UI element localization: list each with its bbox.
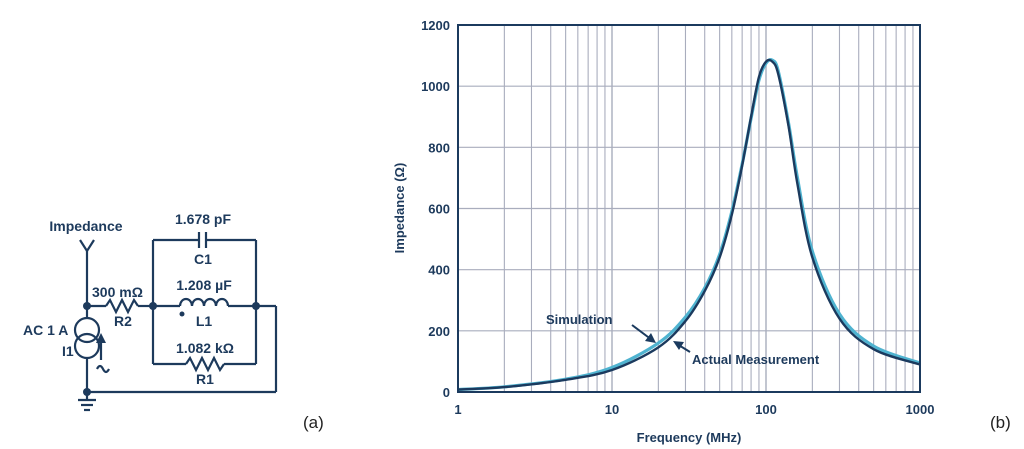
- r2-resistor: [105, 297, 139, 315]
- current-source-upper-circle: [73, 316, 101, 344]
- r2-value: 300 mΩ: [92, 284, 143, 300]
- y-tick-label: 800: [428, 140, 450, 155]
- y-tick-label: 200: [428, 324, 450, 339]
- source-arrow-head: [96, 333, 106, 343]
- y-tick-label: 400: [428, 263, 450, 278]
- node-dot-tank-left: [149, 302, 157, 310]
- x-tick-label: 1: [454, 402, 461, 417]
- y-tick-label: 600: [428, 202, 450, 217]
- current-source-lower-circle: [73, 332, 101, 360]
- x-tick-label: 1000: [906, 402, 935, 417]
- simulation-arrow-head: [645, 333, 656, 343]
- r1-value: 1.082 kΩ: [176, 340, 234, 356]
- y-tick-labels: 0 200 400 600 800 1000 1200: [421, 18, 450, 400]
- circuit-fills: [83, 302, 260, 396]
- output-terminal-symbol: [79, 239, 95, 254]
- panel-label-b: (b): [990, 413, 1011, 432]
- chart-series: [457, 58, 921, 392]
- l1-name: L1: [196, 313, 213, 329]
- y-tick-label: 1200: [421, 18, 450, 33]
- node-dot-left: [83, 302, 91, 310]
- source-name: I1: [62, 343, 74, 359]
- x-axis-label: Frequency (MHz): [637, 430, 742, 445]
- r2-name: R2: [114, 313, 132, 329]
- l1-value: 1.208 µF: [176, 277, 232, 293]
- l1-inductor: [178, 297, 230, 307]
- x-tick-labels: 1 10 100 1000: [454, 402, 934, 417]
- annotation-actual-measurement: Actual Measurement: [692, 352, 820, 367]
- simulation-line: [457, 58, 921, 391]
- node-dot-ground: [83, 388, 91, 396]
- circuit-diagram: [73, 232, 278, 412]
- node-dot-tank-right: [252, 302, 260, 310]
- y-tick-label: 1000: [421, 79, 450, 94]
- c1-name: C1: [194, 251, 212, 267]
- r1-resistor: [185, 355, 225, 373]
- ac-tilde: [96, 364, 110, 374]
- plot-frame: [457, 24, 921, 393]
- measurement-arrow-head: [673, 341, 684, 350]
- annotation-simulation: Simulation: [546, 312, 613, 327]
- r1-name: R1: [196, 371, 214, 387]
- c1-value: 1.678 pF: [175, 211, 231, 227]
- annotation-arrows: [631, 324, 691, 353]
- impedance-chart: 0 200 400 600 800 1000 1200 1 10 100 1000 Simulat…: [392, 18, 934, 445]
- output-label: Impedance: [49, 218, 122, 234]
- actual-measurement-line: [457, 58, 921, 392]
- panel-label-a: (a): [303, 413, 324, 432]
- chart-grid: [458, 25, 920, 392]
- x-tick-label: 10: [605, 402, 619, 417]
- x-tick-label: 100: [755, 402, 777, 417]
- y-tick-label: 0: [443, 385, 450, 400]
- source-label: AC 1 A: [23, 322, 68, 338]
- y-axis-label: Impedance (Ω): [392, 163, 407, 254]
- inductor-polarity-dot: [179, 311, 185, 317]
